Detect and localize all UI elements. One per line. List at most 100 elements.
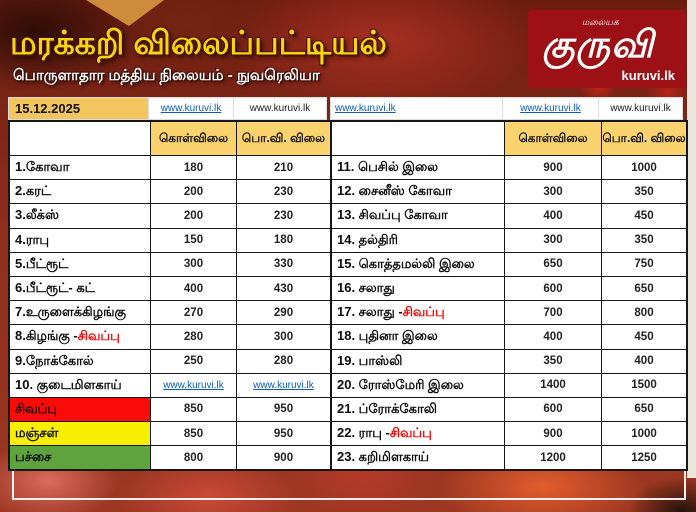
item-cell: 7.உருளைக்கிழங்கு — [10, 301, 150, 325]
website-link[interactable]: www.kuruvi.lk — [330, 97, 503, 120]
price-table: 15.12.2025 www.kuruvi.lk www.kuruvi.lk கொள்… — [8, 97, 688, 472]
retail-price-cell: 900 — [237, 446, 330, 470]
website-link[interactable]: www.kuruvi.lk — [148, 97, 234, 120]
item-cell: 11. பெசில் இலை — [332, 156, 504, 180]
retail-price-header: பொ.வி. விலை — [602, 122, 686, 155]
retail-price-cell: 650 — [602, 276, 686, 301]
item-red-variant-text: சிவப்பு — [389, 425, 432, 441]
background-pale-strip — [687, 0, 696, 478]
item-red-variant-text: சிவப்பு — [77, 328, 120, 344]
retail-price-cell: 350 — [602, 180, 686, 204]
price-table-right: www.kuruvi.lk www.kuruvi.lk www.kuruvi.lk க… — [330, 97, 688, 472]
website-text: www.kuruvi.lk — [598, 97, 683, 120]
buy-price-cell: 270 — [151, 301, 236, 325]
item-cell: 4.ராபு — [10, 228, 150, 252]
item-cell: 9.நோக்கோல் — [10, 349, 150, 373]
date-label: 15.12.2025 — [8, 97, 149, 120]
item-header-cell — [10, 122, 150, 155]
buy-price-cell: 900 — [505, 422, 601, 446]
retail-price-cell: 280 — [237, 349, 330, 373]
website-link-text[interactable]: www.kuruvi.lk — [520, 103, 581, 114]
retail-price-cell: 330 — [237, 252, 330, 276]
item-cell: 16. சலாது — [332, 276, 504, 301]
retail-price-cell: 1000 — [602, 422, 686, 446]
website-link-text[interactable]: www.kuruvi.lk — [160, 103, 222, 114]
retail-price-header: பொ.வி. விலை — [237, 122, 330, 155]
website-plain-text: www.kuruvi.lk — [610, 103, 671, 114]
retail-price-cell: 800 — [602, 301, 686, 325]
logo-site: kuruvi.lk — [621, 68, 675, 83]
website-link-text[interactable]: www.kuruvi.lk — [163, 379, 224, 391]
poster-title: மரக்கறி விலைப்பட்டியல் — [10, 24, 387, 61]
item-cell: 5.பீட்ரூட் — [10, 252, 150, 276]
buy-price-header: கொள்விலை — [151, 122, 236, 155]
website-plain-text: www.kuruvi.lk — [249, 103, 311, 114]
retail-price-cell: 1500 — [602, 373, 686, 397]
buy-price-cell: 650 — [505, 252, 601, 276]
item-cell: 17. சலாது - சிவப்பு — [332, 301, 504, 325]
item-cell: 18. புதினா இலை — [332, 325, 504, 349]
website-text: www.kuruvi.lk — [233, 97, 327, 120]
retail-price-cell[interactable]: www.kuruvi.lk — [237, 373, 330, 397]
buy-price-cell: 200 — [151, 180, 236, 204]
item-cell: 3.லீக்ஸ் — [10, 204, 150, 228]
retail-price-cell: 210 — [237, 156, 330, 180]
retail-price-cell: 290 — [237, 301, 330, 325]
retail-price-cell: 450 — [602, 325, 686, 349]
buy-price-cell: 180 — [151, 156, 236, 180]
item-cell: 2.கரட் — [10, 180, 150, 204]
retail-price-cell: 1250 — [602, 446, 686, 470]
retail-price-cell: 350 — [602, 228, 686, 252]
item-cell: 13. சிவப்பு கோவா — [332, 204, 504, 228]
logo-tagline: மலையக — [582, 17, 619, 27]
buy-price-cell: 400 — [151, 276, 236, 301]
item-cell: 22. ராபு - சிவப்பு — [332, 422, 504, 446]
item-cell: 15. கொத்தமல்லி இலை — [332, 252, 504, 276]
buy-price-cell: 300 — [151, 252, 236, 276]
buy-price-cell: 600 — [505, 397, 601, 422]
item-cell: 1.கோவா — [10, 156, 150, 180]
retail-price-cell: 230 — [237, 180, 330, 204]
item-red-variant-text: சிவப்பு — [402, 304, 445, 320]
retail-price-cell: 650 — [602, 397, 686, 422]
retail-price-cell: 450 — [602, 204, 686, 228]
website-link[interactable]: www.kuruvi.lk — [502, 97, 599, 120]
item-cell: 14. தல்திரி — [332, 228, 504, 252]
item-cell: 19. பாஸ்லி — [332, 349, 504, 373]
retail-price-cell: 950 — [237, 422, 330, 446]
buy-price-cell: 900 — [505, 156, 601, 180]
buy-price-cell: 700 — [505, 301, 601, 325]
item-cell: 10. குடைமிளகாய் — [10, 373, 150, 397]
retail-price-cell: 1000 — [602, 156, 686, 180]
kuruvi-logo: மலையக குருவி kuruvi.lk — [528, 10, 686, 88]
retail-price-cell: 180 — [237, 228, 330, 252]
buy-price-cell: 280 — [151, 325, 236, 349]
item-cell: மஞ்சள் — [10, 422, 150, 446]
buy-price-cell: 1400 — [505, 373, 601, 397]
buy-price-cell: 350 — [505, 349, 601, 373]
logo-name: குருவி — [542, 22, 655, 66]
item-cell: 23. கறிமிளகாய் — [332, 446, 504, 470]
poster-subtitle: பொருளாதார மத்திய நிலையம் - நுவரெலியா — [13, 67, 320, 84]
buy-price-cell: 150 — [151, 228, 236, 252]
retail-price-cell: 230 — [237, 204, 330, 228]
buy-price-cell: 200 — [151, 204, 236, 228]
buy-price-cell: 300 — [505, 180, 601, 204]
retail-price-cell: 950 — [237, 397, 330, 422]
retail-price-cell: 400 — [602, 349, 686, 373]
buy-price-cell: 600 — [505, 276, 601, 301]
item-cell: சிவப்பு — [10, 397, 150, 422]
item-cell: பச்சை — [10, 446, 150, 470]
website-link-text[interactable]: www.kuruvi.lk — [335, 103, 396, 114]
retail-price-cell: 300 — [237, 325, 330, 349]
item-cell: 6.பீட்ரூட்- கட் — [10, 276, 150, 301]
retail-price-cell: 430 — [237, 276, 330, 301]
retail-price-cell: 750 — [602, 252, 686, 276]
item-cell: 20. ரோஸ்மேரி இலை — [332, 373, 504, 397]
buy-price-cell[interactable]: www.kuruvi.lk — [151, 373, 236, 397]
buy-price-cell: 400 — [505, 325, 601, 349]
buy-price-cell: 300 — [505, 228, 601, 252]
buy-price-cell: 400 — [505, 204, 601, 228]
website-link-text[interactable]: www.kuruvi.lk — [253, 379, 314, 391]
